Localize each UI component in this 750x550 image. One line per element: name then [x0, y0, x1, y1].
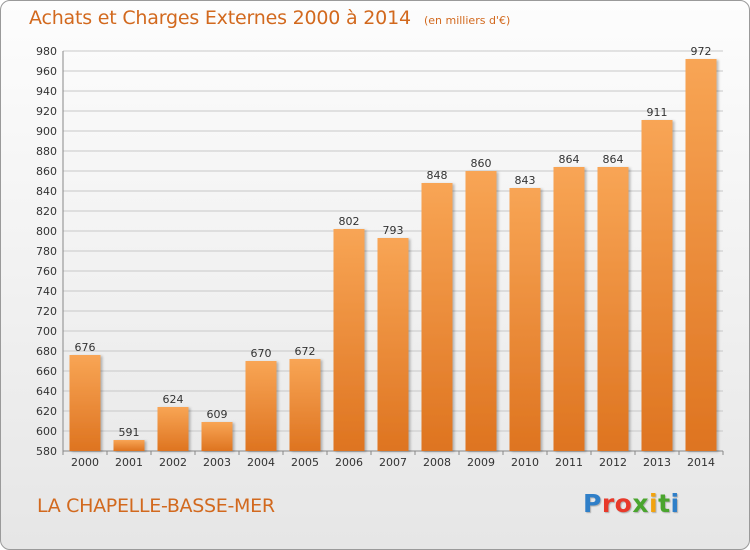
- bar-2012: [597, 167, 629, 451]
- x-axis-ticks: 2000 2001 2002 2003 2004 2005 2006 2007 2008 2009…: [71, 456, 715, 469]
- y-tick-label: 600: [36, 425, 57, 438]
- x-tick-label: 2008: [423, 456, 451, 469]
- bar-2009: [465, 171, 497, 451]
- bar-value-label: 860: [471, 157, 492, 170]
- y-tick-label: 880: [36, 145, 57, 158]
- y-tick-label: 760: [36, 265, 57, 278]
- bar-value-label: 591: [119, 426, 140, 439]
- bar-value-label: 676: [75, 341, 96, 354]
- logo-letter: t: [658, 489, 671, 518]
- y-tick-label: 720: [36, 305, 57, 318]
- x-tick-label: 2005: [291, 456, 319, 469]
- bar-value-label: 848: [427, 169, 448, 182]
- bar-2007: [377, 238, 409, 451]
- logo-letter: i: [670, 489, 680, 518]
- bar-2014: [685, 59, 717, 451]
- y-tick-label: 960: [36, 65, 57, 78]
- bar-2001: [113, 440, 145, 451]
- chart-header: Achats et Charges Externes 2000 à 2014 (…: [29, 7, 510, 29]
- y-tick-label: 980: [36, 45, 57, 58]
- bar-value-label: 670: [251, 347, 272, 360]
- x-tick-label: 2010: [511, 456, 539, 469]
- y-tick-label: 660: [36, 365, 57, 378]
- y-tick-label: 740: [36, 285, 57, 298]
- x-tick-label: 2012: [599, 456, 627, 469]
- bar-2011: [553, 167, 585, 451]
- x-tick-label: 2009: [467, 456, 495, 469]
- location-name: LA CHAPELLE-BASSE-MER: [37, 495, 275, 517]
- bar-2000: [69, 355, 101, 451]
- bar-value-label: 609: [207, 408, 228, 421]
- bar-chart: 580 600 620 640 660 680 700 720 740 760 780 800 820 8…: [36, 45, 724, 469]
- bars: [69, 59, 717, 451]
- logo-letter: P: [583, 489, 602, 518]
- bar-value-label: 972: [691, 45, 712, 58]
- bar-value-label: 843: [515, 174, 536, 187]
- y-tick-label: 680: [36, 345, 57, 358]
- chart-title: Achats et Charges Externes 2000 à 2014: [29, 7, 411, 29]
- x-tick-label: 2007: [379, 456, 407, 469]
- logo-letter: x: [632, 489, 649, 518]
- x-tick-label: 2011: [555, 456, 583, 469]
- bar-value-label: 911: [647, 106, 668, 119]
- y-tick-label: 840: [36, 185, 57, 198]
- bar-2003: [201, 422, 233, 451]
- x-tick-label: 2013: [643, 456, 671, 469]
- data-labels: 676 591 624 609 670 672 802 793 848 860 843 864 864 9…: [75, 45, 712, 439]
- x-tick-label: 2003: [203, 456, 231, 469]
- bar-value-label: 624: [163, 393, 184, 406]
- y-tick-label: 860: [36, 165, 57, 178]
- y-tick-label: 640: [36, 385, 57, 398]
- bar-2008: [421, 183, 453, 451]
- bar-2013: [641, 120, 673, 451]
- x-tick-label: 2004: [247, 456, 275, 469]
- logo-letter: i: [649, 489, 659, 518]
- bar-value-label: 864: [559, 153, 580, 166]
- y-tick-label: 820: [36, 205, 57, 218]
- y-tick-label: 920: [36, 105, 57, 118]
- bar-value-label: 672: [295, 345, 316, 358]
- logo-letter: o: [614, 489, 633, 518]
- y-tick-label: 580: [36, 445, 57, 458]
- bar-2002: [157, 407, 189, 451]
- bar-value-label: 802: [339, 215, 360, 228]
- proxiti-logo: Proxiti: [583, 489, 680, 518]
- bar-2006: [333, 229, 365, 451]
- y-tick-label: 900: [36, 125, 57, 138]
- y-tick-label: 800: [36, 225, 57, 238]
- logo-letter: r: [601, 489, 615, 518]
- chart-subtitle: (en milliers d'€): [423, 14, 511, 27]
- x-tick-label: 2002: [159, 456, 187, 469]
- x-tick-label: 2014: [687, 456, 715, 469]
- y-tick-label: 780: [36, 245, 57, 258]
- y-axis-ticks: 580 600 620 640 660 680 700 720 740 760 780 800 820 8…: [36, 45, 57, 458]
- bar-2005: [289, 359, 321, 451]
- x-tick-label: 2001: [115, 456, 143, 469]
- bar-2004: [245, 361, 277, 451]
- y-tick-label: 940: [36, 85, 57, 98]
- x-tick-label: 2006: [335, 456, 363, 469]
- bar-value-label: 864: [603, 153, 624, 166]
- x-tick-label: 2000: [71, 456, 99, 469]
- y-tick-label: 700: [36, 325, 57, 338]
- bar-2010: [509, 188, 541, 451]
- bar-value-label: 793: [383, 224, 404, 237]
- y-tick-label: 620: [36, 405, 57, 418]
